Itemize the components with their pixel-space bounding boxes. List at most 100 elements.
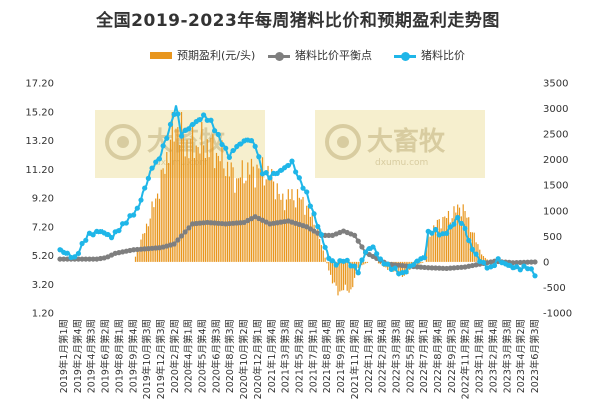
profit-bar	[357, 261, 359, 268]
watermark-logo-dot	[337, 136, 349, 148]
breakeven-point	[436, 265, 442, 271]
profit-bar	[298, 197, 300, 262]
profit-bar	[237, 178, 240, 262]
x-tick-label: 2019年9月第4周	[127, 319, 139, 393]
profit-bar	[377, 261, 380, 264]
x-tick-label: 2022年5月第2周	[404, 319, 416, 393]
left-tick-label: 13.20	[25, 136, 54, 147]
profit-bar	[254, 187, 256, 262]
profit-bar	[203, 145, 205, 262]
ratio-point	[370, 244, 376, 250]
profit-bar	[239, 177, 242, 262]
breakeven-point	[326, 232, 332, 238]
breakeven-point	[57, 256, 63, 262]
ratio-point	[208, 117, 214, 123]
ratio-point	[521, 263, 527, 269]
ratio-point	[75, 250, 82, 257]
profit-bar	[300, 199, 302, 262]
profit-bar	[158, 198, 161, 262]
profit-bar	[333, 261, 335, 283]
profit-bar	[436, 219, 439, 262]
ratio-point	[462, 225, 468, 232]
x-tick-label: 2020年10月第2周	[238, 319, 250, 399]
x-tick-label: 2021年1月第4周	[266, 319, 278, 393]
ratio-point	[513, 264, 520, 270]
profit-bar	[151, 201, 153, 262]
profit-bar	[440, 228, 442, 262]
profit-bar	[438, 219, 440, 262]
profit-bar	[416, 261, 418, 266]
breakeven-point	[171, 241, 177, 247]
profit-bar	[204, 157, 207, 262]
ratio-point	[219, 141, 225, 148]
breakeven-point	[186, 225, 192, 231]
profit-bar	[210, 137, 212, 262]
ratio-point	[116, 227, 122, 234]
profit-bar	[479, 249, 481, 262]
profit-bar	[352, 261, 354, 288]
right-tick-label: -500	[543, 283, 566, 294]
ratio-point	[270, 170, 277, 176]
ratio-point	[79, 240, 85, 247]
profit-bar	[473, 232, 475, 262]
ratio-point	[267, 175, 273, 181]
profit-bar	[236, 178, 238, 262]
profit-bar	[247, 162, 249, 262]
ratio-series	[57, 105, 538, 279]
ratio-point	[403, 269, 409, 275]
ratio-point	[263, 170, 269, 176]
profit-bar	[320, 245, 323, 262]
profit-bar	[434, 227, 437, 262]
ratio-point	[64, 250, 70, 256]
ratio-point	[455, 214, 461, 221]
profit-bar	[160, 169, 162, 262]
x-tick-label: 2019年1月第1周	[58, 319, 70, 393]
ratio-point	[451, 221, 457, 227]
x-tick-label: 2021年7月第1周	[307, 319, 319, 393]
ratio-point	[223, 145, 229, 151]
profit-bar	[134, 256, 137, 262]
profit-bar	[427, 232, 429, 262]
profit-bar	[175, 128, 177, 262]
profit-bar	[258, 168, 260, 262]
ratio-point	[134, 205, 140, 211]
breakeven-point	[182, 229, 188, 235]
legend-marker-breakeven	[275, 52, 284, 61]
profit-bar	[446, 218, 448, 262]
breakeven-point	[61, 256, 67, 262]
ratio-point	[293, 169, 299, 175]
profit-bar	[366, 261, 369, 263]
breakeven-point	[90, 256, 96, 262]
watermark-subtext: dxumu.com	[375, 158, 428, 168]
ratio-point	[138, 197, 144, 203]
profit-bar	[278, 193, 280, 262]
ratio-point	[201, 112, 207, 118]
ratio-point	[237, 141, 244, 147]
profit-bar	[344, 261, 346, 285]
x-tick-label: 2020年6月第3周	[210, 319, 222, 393]
x-tick-label: 2021年5月第2周	[294, 319, 306, 393]
profit-bar	[418, 261, 420, 265]
x-tick-label: 2020年2月第2周	[169, 319, 181, 393]
breakeven-point	[86, 256, 93, 262]
profit-bar	[280, 199, 282, 262]
x-tick-label: 2021年3月第3周	[280, 319, 292, 393]
right-tick-label: 0	[543, 257, 549, 268]
profit-bar	[217, 155, 219, 262]
watermark-logo-icon	[325, 124, 361, 160]
ratio-point	[90, 232, 96, 238]
ratio-point	[414, 258, 420, 264]
x-tick-label: 2023年2月第4周	[487, 319, 499, 393]
x-tick-label: 2019年2月第4周	[72, 319, 84, 393]
profit-bar	[341, 261, 343, 291]
breakeven-point	[355, 238, 361, 244]
x-tick-label: 2021年8月第4周	[321, 319, 333, 393]
profit-bar	[442, 217, 444, 262]
profit-bar	[256, 164, 258, 262]
profit-bar	[184, 156, 186, 262]
ratio-point	[160, 143, 166, 149]
profit-bar	[252, 166, 254, 262]
ratio-point	[473, 251, 479, 257]
profit-bar	[433, 225, 435, 262]
profit-bar	[214, 168, 216, 262]
